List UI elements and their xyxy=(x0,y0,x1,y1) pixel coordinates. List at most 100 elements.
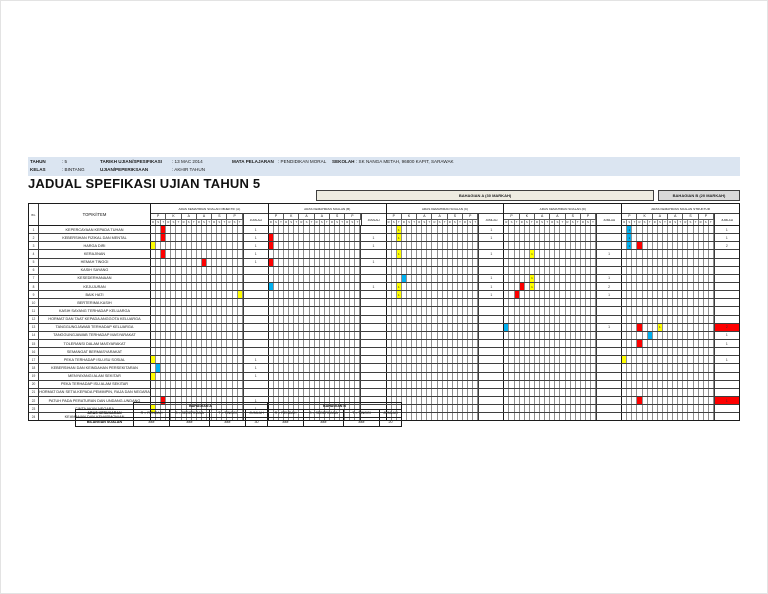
grid-cell xyxy=(632,282,638,291)
grid-cell xyxy=(632,396,638,405)
grid-cell xyxy=(443,258,448,266)
grid-cell xyxy=(632,323,638,331)
grid-cell xyxy=(335,250,341,258)
grid-cell xyxy=(530,364,535,372)
grid-cell xyxy=(217,372,223,380)
grid-cell xyxy=(222,234,228,242)
grid-cell xyxy=(392,282,397,291)
grid-cell xyxy=(166,380,172,388)
difficulty-letter: R xyxy=(535,219,541,225)
grid-cell xyxy=(453,315,458,323)
grid-cell xyxy=(520,299,525,307)
jumlah-cell xyxy=(478,299,503,307)
grid-cell xyxy=(550,258,556,266)
difficulty-letter: R xyxy=(299,219,305,225)
grid-cell xyxy=(515,242,520,250)
grid-cell xyxy=(509,413,515,421)
grid-cell xyxy=(392,339,397,348)
grid-cell xyxy=(279,291,285,299)
row-number: 17 xyxy=(29,356,39,364)
difficulty-letter: T xyxy=(458,219,463,225)
grid-cell xyxy=(509,339,515,348)
grid-cell xyxy=(520,274,525,282)
grid-cell xyxy=(187,291,192,299)
grid-cell xyxy=(202,331,208,339)
grid-cell xyxy=(274,258,279,266)
grid-cell xyxy=(345,258,351,266)
jumlah-cell xyxy=(713,274,739,282)
grid-cell xyxy=(627,250,633,258)
grid-cell xyxy=(289,364,295,372)
grid-cell xyxy=(412,396,418,405)
grid-cell xyxy=(279,266,285,274)
grid-cell xyxy=(355,323,361,331)
grid-cell xyxy=(648,388,653,396)
grid-cell xyxy=(658,388,663,396)
jumlah-cell xyxy=(478,364,503,372)
jumlah-cell xyxy=(478,315,503,323)
grid-cell xyxy=(161,258,167,266)
grid-cell xyxy=(627,396,633,405)
grid-cell xyxy=(443,242,448,250)
grid-cell xyxy=(217,380,223,388)
group-title: ARAS KEMAHIRAN SOALAN (B) xyxy=(268,204,386,214)
grid-cell xyxy=(176,331,182,339)
grid-cell xyxy=(535,396,541,405)
skill-group-cells xyxy=(151,307,269,315)
skill-group-cells: 1 xyxy=(504,291,623,299)
grid-cell xyxy=(412,405,418,413)
difficulty-letter: T xyxy=(207,219,213,225)
tahun-value: : 5 xyxy=(62,159,68,164)
grid-cell xyxy=(683,364,689,372)
grid-cell xyxy=(161,348,167,356)
grid-cell xyxy=(586,266,591,274)
jumlah-cell: 2 xyxy=(713,323,739,331)
grid-cell xyxy=(545,348,551,356)
grid-cell xyxy=(504,331,510,339)
grid-cell xyxy=(683,299,689,307)
grid-cell xyxy=(350,242,356,250)
grid-cell xyxy=(412,234,418,242)
grid-cell xyxy=(279,396,285,405)
grid-cell xyxy=(668,405,674,413)
grid-cell xyxy=(540,396,546,405)
grid-cell xyxy=(683,258,689,266)
grid-cell xyxy=(509,234,515,242)
grid-cell xyxy=(463,250,469,258)
grid-cell xyxy=(438,291,443,299)
grid-cell xyxy=(504,348,510,356)
grid-cell xyxy=(468,348,474,356)
skill-group-cells xyxy=(504,396,623,405)
jumlah-cell xyxy=(360,396,385,405)
skill-group-cells xyxy=(387,299,505,307)
grid-cell xyxy=(284,226,290,234)
grid-cell xyxy=(289,348,295,356)
grid-cell xyxy=(555,234,561,242)
grid-cell xyxy=(509,356,515,364)
grid-cell xyxy=(161,234,167,242)
grid-cell xyxy=(427,372,433,380)
grid-cell xyxy=(294,331,300,339)
grid-cell xyxy=(397,242,402,250)
grid-cell xyxy=(289,339,295,348)
jumlah-cell: 2 xyxy=(596,282,621,291)
grid-cell xyxy=(550,234,556,242)
grid-cell xyxy=(468,396,474,405)
grid-cell xyxy=(166,356,172,364)
difficulty-letter: S xyxy=(289,219,295,225)
grid-cell xyxy=(525,299,530,307)
jumlah-cell: 1 xyxy=(478,291,503,299)
grid-cell xyxy=(448,250,453,258)
grid-cell xyxy=(632,291,638,299)
grid-cell xyxy=(289,388,295,396)
grid-cell xyxy=(325,299,330,307)
grid-cell xyxy=(422,315,428,323)
grid-cell xyxy=(658,413,663,421)
grid-cell xyxy=(335,242,341,250)
difficulty-letter: R xyxy=(637,219,643,225)
grid-cell xyxy=(417,364,423,372)
grid-cell xyxy=(350,226,356,234)
grid-cell xyxy=(310,396,315,405)
